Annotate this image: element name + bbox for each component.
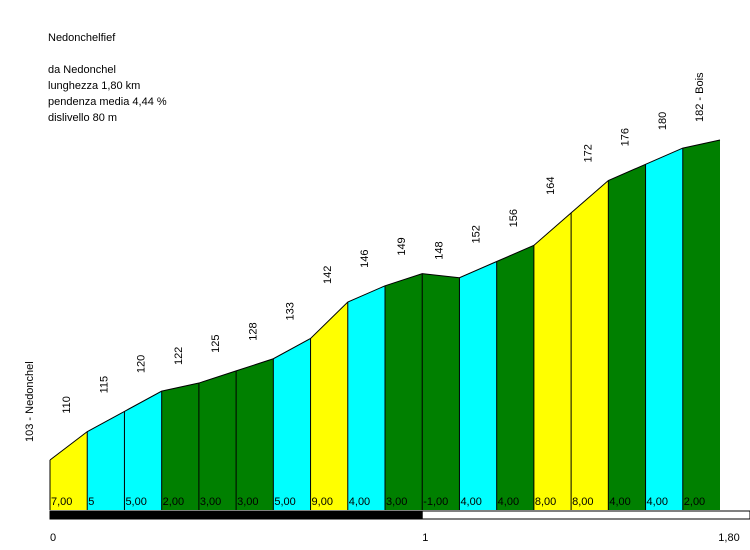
scale-bar-segment — [421, 510, 750, 520]
profile-line — [49, 139, 721, 461]
elevation-label: 152 — [471, 225, 483, 243]
elevation-label: 115 — [98, 376, 110, 394]
elevation-label: 176 — [620, 128, 632, 146]
segment-grade-label: 3,00 — [386, 496, 407, 508]
distance-tick-labels: 0 1 1,80 — [50, 532, 740, 544]
profile-segment — [645, 148, 683, 511]
climb-average-grade: pendenza media 4,44 % — [48, 96, 167, 108]
profile-segment — [161, 383, 199, 510]
segment-grade-label: 2,00 — [163, 496, 184, 508]
elevation-label: 180 — [657, 112, 669, 130]
segment-grade-label: 2,00 — [684, 496, 705, 508]
climb-title: Nedonchelfief — [48, 32, 116, 44]
segment-grade-label: 8,00 — [535, 496, 556, 508]
elevation-labels: 103 - Nedonchel 110 115 120 122 125 128 133 142 1… — [24, 72, 706, 442]
climb-length: lunghezza 1,80 km — [48, 80, 141, 92]
distance-tick-label: 1 — [422, 532, 428, 544]
segment-grade-label: 4,00 — [609, 496, 630, 508]
elevation-label: 172 — [582, 144, 594, 162]
elevation-label: 120 — [136, 355, 148, 373]
elevation-label: 146 — [359, 249, 371, 267]
profile-segment — [198, 370, 237, 510]
grade-labels: 7,00 5 5,00 2,00 3,00 3,00 5,00 9,00 4,00 3,00 -1,… — [51, 496, 705, 508]
distance-tick-label: 1,80 — [718, 532, 739, 544]
segment-grade-label: 3,00 — [200, 496, 221, 508]
segment-grade-label: 4,00 — [460, 496, 481, 508]
profile-segment — [50, 431, 88, 510]
elevation-label: 149 — [396, 237, 408, 255]
distance-scale — [49, 510, 750, 520]
profile-segment — [310, 302, 348, 510]
segment-grade-label: 5,00 — [125, 496, 146, 508]
profile-segment — [459, 261, 497, 510]
elevation-label: 182 - Bois — [694, 72, 706, 122]
profile-segment — [124, 391, 162, 510]
elevation-label: 156 — [508, 209, 520, 227]
segment-grade-label: 3,00 — [237, 496, 258, 508]
climb-elevation-gain: dislivello 80 m — [48, 112, 118, 124]
elevation-label: 142 — [322, 266, 334, 284]
climb-start: da Nedonchel — [48, 64, 116, 76]
profile-segment — [496, 245, 534, 510]
segment-grade-label: -1,00 — [423, 496, 448, 508]
segment-grade-label: 9,00 — [312, 496, 333, 508]
profile-info: Nedonchelfief da Nedonchel lunghezza 1,8… — [48, 30, 167, 126]
segment-grade-label: 4,00 — [498, 496, 519, 508]
profile-segment — [347, 285, 385, 510]
elevation-label: 122 — [173, 347, 185, 365]
profile-segments — [50, 140, 720, 511]
segment-grade-label: 5 — [88, 496, 94, 508]
profile-segment — [533, 212, 572, 511]
elevation-label: 128 — [247, 322, 259, 340]
segment-grade-label: 8,00 — [572, 496, 593, 508]
segment-grade-label: 4,00 — [349, 496, 370, 508]
elevation-label: 110 — [61, 396, 73, 414]
profile-outline — [49, 139, 721, 510]
profile-segment — [682, 140, 720, 510]
profile-segment — [273, 338, 311, 510]
segment-grade-label: 4,00 — [647, 496, 668, 508]
profile-segment — [87, 411, 125, 510]
profile-segment — [608, 164, 646, 510]
profile-segment — [236, 358, 274, 510]
segment-grade-label: 7,00 — [51, 496, 72, 508]
profile-segment — [385, 273, 423, 510]
profile-segment — [422, 273, 460, 510]
elevation-label: 148 — [433, 241, 445, 259]
segment-grade-label: 5,00 — [274, 496, 295, 508]
elevation-label: 103 - Nedonchel — [24, 361, 36, 442]
distance-tick-label: 0 — [50, 532, 56, 544]
elevation-label: 125 — [210, 335, 222, 353]
elevation-label: 133 — [285, 302, 297, 320]
elevation-label: 164 — [545, 177, 557, 195]
scale-bar-segment — [49, 510, 423, 520]
profile-segment — [571, 180, 609, 510]
